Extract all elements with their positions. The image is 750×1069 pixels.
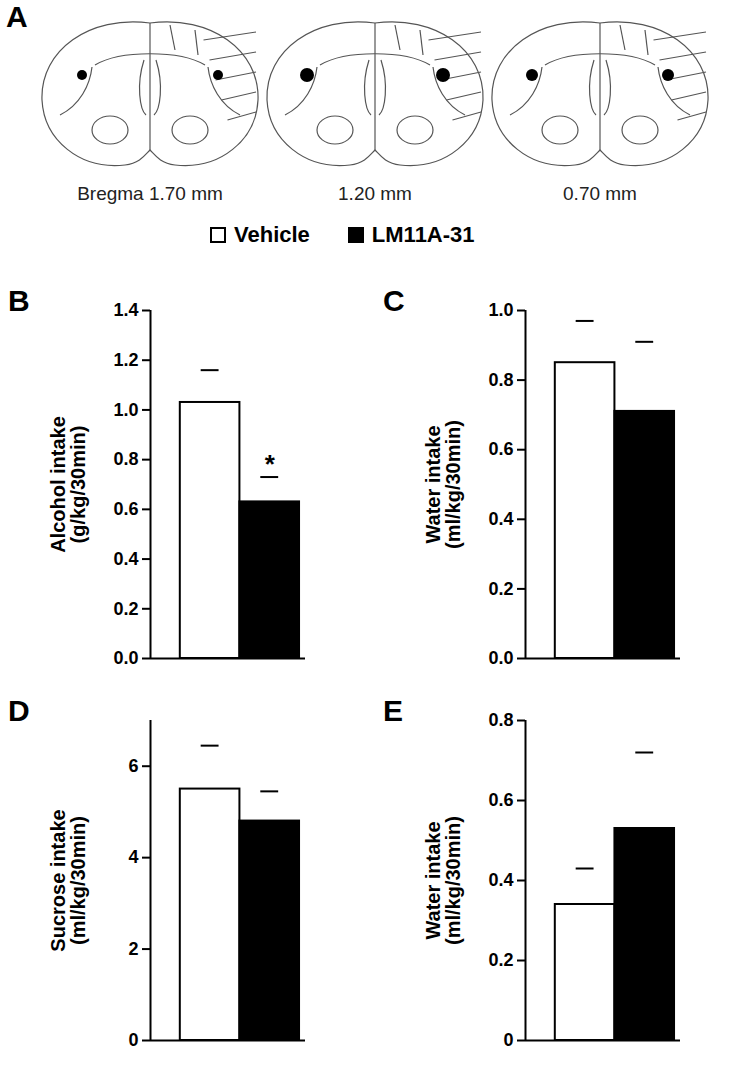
svg-text:0.70 mm: 0.70 mm — [563, 183, 637, 204]
svg-text:0.0: 0.0 — [488, 648, 513, 668]
svg-text:0.8: 0.8 — [488, 710, 513, 730]
svg-text:0.2: 0.2 — [113, 599, 138, 619]
svg-text:0.4: 0.4 — [488, 509, 513, 529]
svg-text:Water intake(ml/kg/30min): Water intake(ml/kg/30min) — [422, 420, 464, 549]
svg-text:0.8: 0.8 — [488, 370, 513, 390]
svg-text:1.20 mm: 1.20 mm — [338, 183, 412, 204]
svg-text:*: * — [265, 449, 276, 479]
html-text:C: C — [383, 284, 405, 317]
html-text:A: A — [6, 0, 28, 33]
html-text:B: B — [8, 284, 30, 317]
svg-text:1.2: 1.2 — [113, 350, 138, 370]
svg-text:0.4: 0.4 — [113, 549, 138, 569]
svg-text:2: 2 — [128, 939, 138, 959]
svg-text:1.0: 1.0 — [113, 400, 138, 420]
svg-text:0.2: 0.2 — [488, 950, 513, 970]
svg-text:0.4: 0.4 — [488, 870, 513, 890]
svg-text:Water intake(ml/kg/30min): Water intake(ml/kg/30min) — [422, 816, 464, 945]
svg-text:0.6: 0.6 — [488, 790, 513, 810]
svg-text:0.2: 0.2 — [488, 579, 513, 599]
svg-text:4: 4 — [128, 847, 138, 867]
svg-text:1.4: 1.4 — [113, 300, 138, 320]
svg-text:0: 0 — [128, 1030, 138, 1050]
html-text:Vehicle: Vehicle — [234, 222, 310, 247]
svg-text:0.8: 0.8 — [113, 449, 138, 469]
svg-text:Sucrose intake(ml/kg/30min): Sucrose intake(ml/kg/30min) — [47, 809, 89, 951]
svg-text:0.6: 0.6 — [113, 499, 138, 519]
svg-text:0: 0 — [503, 1030, 513, 1050]
svg-text:Bregma 1.70 mm: Bregma 1.70 mm — [77, 183, 223, 204]
html-text:D: D — [8, 694, 30, 727]
html-text:LM11A-31: LM11A-31 — [371, 222, 475, 247]
svg-text:1.0: 1.0 — [488, 300, 513, 320]
svg-text:0.0: 0.0 — [113, 648, 138, 668]
svg-text:Alcohol intake(g/kg/30min): Alcohol intake(g/kg/30min) — [47, 416, 89, 553]
svg-text:6: 6 — [128, 756, 138, 776]
html-text:E: E — [383, 694, 403, 727]
svg-text:0.6: 0.6 — [488, 439, 513, 459]
